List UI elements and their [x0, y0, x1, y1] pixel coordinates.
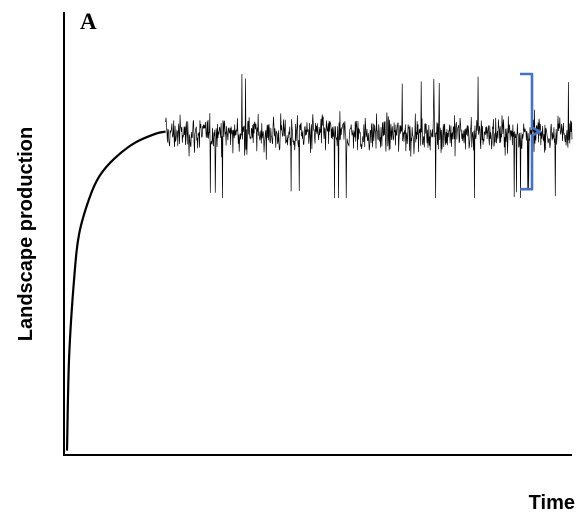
- x-axis-label: Time: [529, 492, 575, 514]
- variability-brace: [520, 72, 542, 191]
- plateau-fluctuation: [165, 74, 573, 199]
- panel-label: A: [80, 9, 97, 34]
- rise-curve: [65, 130, 166, 451]
- y-axis-label: Landscape production: [15, 127, 37, 341]
